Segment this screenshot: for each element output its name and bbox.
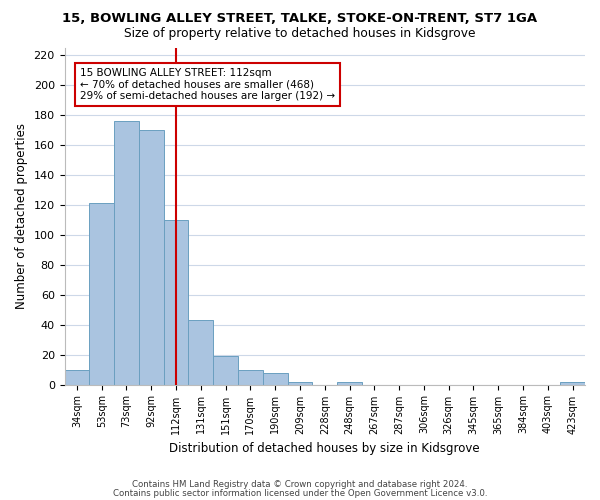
- Bar: [139, 130, 164, 384]
- Bar: [188, 320, 213, 384]
- Text: Contains public sector information licensed under the Open Government Licence v3: Contains public sector information licen…: [113, 489, 487, 498]
- Text: Contains HM Land Registry data © Crown copyright and database right 2024.: Contains HM Land Registry data © Crown c…: [132, 480, 468, 489]
- Bar: [337, 382, 362, 384]
- Bar: [164, 220, 188, 384]
- Text: 15, BOWLING ALLEY STREET, TALKE, STOKE-ON-TRENT, ST7 1GA: 15, BOWLING ALLEY STREET, TALKE, STOKE-O…: [62, 12, 538, 26]
- Y-axis label: Number of detached properties: Number of detached properties: [15, 123, 28, 309]
- Bar: [238, 370, 263, 384]
- Bar: [65, 370, 89, 384]
- Text: 15 BOWLING ALLEY STREET: 112sqm
← 70% of detached houses are smaller (468)
29% o: 15 BOWLING ALLEY STREET: 112sqm ← 70% of…: [80, 68, 335, 101]
- Bar: [287, 382, 313, 384]
- Text: Size of property relative to detached houses in Kidsgrove: Size of property relative to detached ho…: [124, 28, 476, 40]
- X-axis label: Distribution of detached houses by size in Kidsgrove: Distribution of detached houses by size …: [169, 442, 480, 455]
- Bar: [89, 204, 114, 384]
- Bar: [263, 372, 287, 384]
- Bar: [560, 382, 585, 384]
- Bar: [213, 356, 238, 384]
- Bar: [114, 121, 139, 384]
